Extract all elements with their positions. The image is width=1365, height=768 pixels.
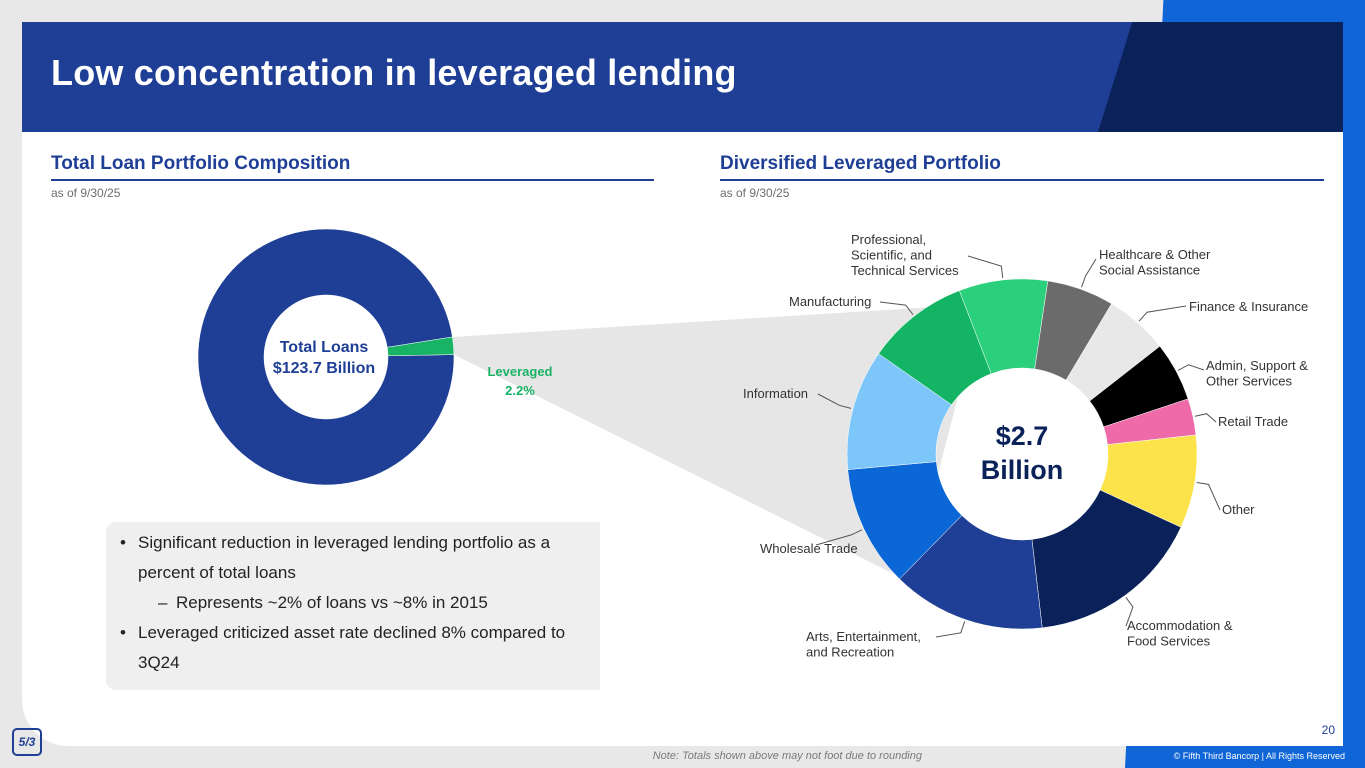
slice-label-retail-trade: Retail Trade: [1218, 414, 1288, 429]
total-loans-center-label-line1: Total Loans: [280, 339, 369, 356]
leader-line-healthcare-other-social-assistance: [1081, 258, 1097, 288]
leveraged-portfolio-donut-chart: [846, 278, 1198, 630]
leveraged-portfolio-slice-arts-entertainment-and-recreation: [899, 515, 1043, 630]
copyright-text: © Fifth Third Bancorp | All Rights Reser…: [1173, 751, 1345, 761]
left-as-of-date: as of 9/30/25: [51, 186, 121, 200]
leader-line-admin-support-other-services: [1177, 364, 1205, 371]
slice-label-admin-support-other-services: Admin, Support & Other Services: [1206, 358, 1308, 389]
leveraged-breakout-connector: [452, 304, 983, 582]
leader-line-other: [1196, 481, 1221, 511]
slice-label-other: Other: [1222, 502, 1255, 517]
leader-line-manufacturing: [879, 301, 914, 315]
leveraged-portfolio-slice-accommodation-food-services: [1031, 489, 1182, 629]
leveraged-total-center-label-line1: $2.7: [996, 421, 1049, 451]
slide-header: Low concentration in leveraged lending: [22, 22, 1343, 132]
total-loans-center-label-line2: $123.7 Billion: [273, 360, 375, 377]
slice-label-information: Information: [743, 386, 808, 401]
leader-line-wholesale-trade: [815, 529, 863, 546]
page-number: 20: [1321, 723, 1335, 737]
page-title: Low concentration in leveraged lending: [51, 52, 737, 93]
leveraged-slice-label: Leveraged: [487, 364, 552, 379]
leveraged-total-center-label-line2: Billion: [981, 455, 1064, 485]
left-section-divider: [51, 179, 654, 181]
leader-line-accommodation-food-services: [1125, 597, 1134, 627]
leader-line-professional-scientific-and-technical-services: [967, 255, 1004, 279]
right-section-title: Diversified Leveraged Portfolio: [720, 153, 1001, 174]
leader-line-finance-insurance: [1138, 305, 1187, 322]
total-loans-slice-remaining: [197, 228, 455, 486]
company-logo: 5/3: [12, 728, 42, 756]
right-as-of-date: as of 9/30/25: [720, 186, 790, 200]
slice-label-healthcare-other-social-assistance: Healthcare & Other Social Assistance: [1099, 247, 1211, 278]
right-section-divider: [720, 179, 1324, 181]
key-points-list: Significant reduction in leveraged lendi…: [106, 522, 600, 678]
total-loans-donut-chart: [197, 228, 455, 486]
leveraged-portfolio-slice-manufacturing: [878, 290, 992, 406]
slice-label-manufacturing: Manufacturing: [789, 294, 871, 309]
slice-label-accommodation-food-services: Accommodation & Food Services: [1127, 618, 1233, 649]
slice-label-finance-insurance: Finance & Insurance: [1189, 299, 1308, 314]
bullet-item: Significant reduction in leveraged lendi…: [120, 528, 600, 588]
total-loans-slice-leveraged: [386, 336, 455, 357]
slice-label-wholesale-trade: Wholesale Trade: [760, 541, 858, 556]
bullet-item: Leveraged criticized asset rate declined…: [120, 618, 600, 678]
leader-line-arts-entertainment-and-recreation: [935, 621, 966, 638]
sub-bullet-item: Represents ~2% of loans vs ~8% in 2015: [120, 588, 600, 618]
key-points-box: Significant reduction in leveraged lendi…: [106, 522, 600, 690]
leveraged-portfolio-labels: Professional, Scientific, and Technical Se…: [743, 232, 1308, 660]
header-accent: [1098, 22, 1343, 132]
slice-label-professional-scientific-and-technical-services: Professional, Scientific, and Technical Se…: [851, 232, 959, 278]
left-section-title: Total Loan Portfolio Composition: [51, 153, 351, 174]
leader-line-retail-trade: [1194, 413, 1217, 423]
slice-label-arts-entertainment-and-recreation: Arts, Entertainment, and Recreation: [806, 629, 921, 660]
leveraged-slice-value: 2.2%: [505, 383, 535, 398]
leader-line-information: [817, 393, 852, 409]
footnote: Note: Totals shown above may not foot du…: [652, 750, 922, 762]
